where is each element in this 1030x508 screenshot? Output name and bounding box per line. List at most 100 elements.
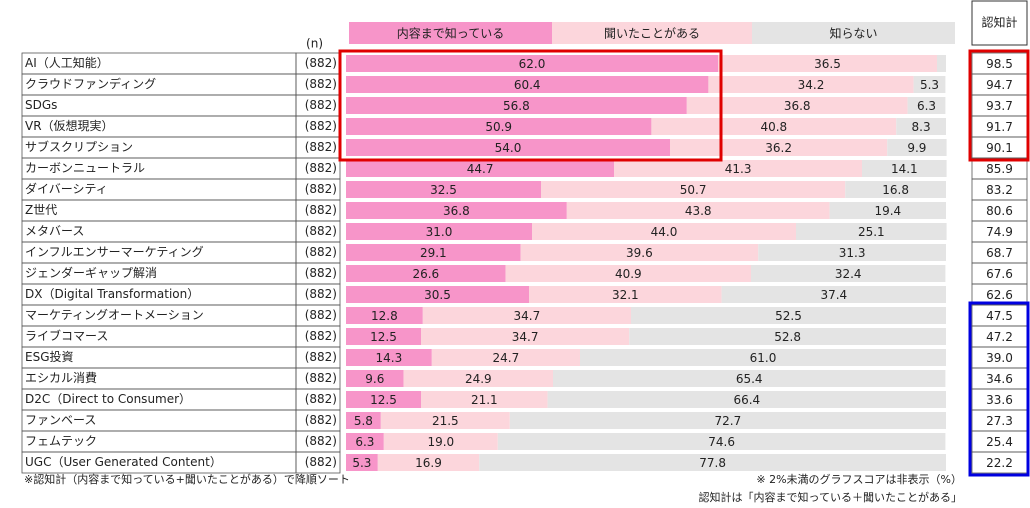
n-label: (882) [305, 203, 337, 217]
value-label: 21.5 [432, 414, 459, 428]
value-label: 61.0 [750, 351, 777, 365]
legend-swatch [752, 22, 955, 44]
n-label: (882) [305, 161, 337, 175]
value-label: 32.1 [612, 288, 639, 302]
n-label: (882) [305, 371, 337, 385]
bar-segment [346, 139, 670, 156]
awareness-value: 90.1 [986, 141, 1013, 155]
awareness-value: 74.9 [986, 225, 1013, 239]
value-label: 12.5 [370, 393, 397, 407]
bar-segment [937, 55, 946, 72]
bar-segment [532, 223, 796, 240]
value-label: 19.0 [427, 435, 454, 449]
awareness-value: 47.2 [986, 330, 1013, 344]
bar-segment [751, 265, 946, 282]
bar-segment [651, 118, 897, 135]
bar-segment [346, 244, 521, 261]
bar-segment [346, 454, 378, 471]
bar-segment [346, 286, 529, 303]
n-label: (882) [305, 287, 337, 301]
bar-segment [614, 160, 862, 177]
bar-segment [421, 391, 548, 408]
awareness-value: 47.5 [986, 309, 1013, 323]
legend-swatch [552, 22, 752, 44]
legend-swatch [349, 22, 552, 44]
value-label: 9.9 [907, 141, 926, 155]
value-label: 19.4 [874, 204, 901, 218]
highlight-box [338, 49, 723, 162]
bar-segment [708, 76, 914, 93]
value-label: 25.1 [858, 225, 885, 239]
value-label: 6.3 [355, 435, 374, 449]
value-label: 16.9 [415, 456, 442, 470]
category-label: UGC（User Generated Content） [25, 455, 222, 469]
bar-segment [796, 223, 947, 240]
value-label: 50.9 [485, 120, 512, 134]
bar-segment [346, 181, 541, 198]
awareness-value: 67.6 [986, 267, 1013, 281]
value-label: 54.0 [495, 141, 522, 155]
note: 認知計は「内容まで知っている＋聞いたことがある」 [699, 490, 962, 504]
value-label: 24.7 [493, 351, 520, 365]
category-label: AI（人工知能） [25, 56, 109, 70]
label-cell [21, 199, 297, 222]
value-label: 14.1 [891, 162, 918, 176]
category-label: マーケティングオートメーション [25, 308, 204, 322]
bar-segment [631, 307, 946, 324]
category-label: DX（Digital Transformation） [25, 287, 199, 301]
n-cell [295, 451, 341, 474]
bar-segment [479, 454, 946, 471]
category-label: クラウドファンディング [25, 76, 156, 91]
awareness-value: 85.9 [986, 162, 1013, 176]
category-label: ファンベース [25, 413, 96, 427]
value-label: 34.7 [512, 330, 539, 344]
value-label: 44.0 [651, 225, 678, 239]
value-label: 56.8 [503, 99, 530, 113]
category-label: Z世代 [25, 203, 57, 217]
value-label: 41.3 [725, 162, 752, 176]
bar-segment [346, 223, 532, 240]
label-cell [21, 94, 297, 117]
awareness-value: 33.6 [986, 393, 1013, 407]
n-label: (882) [305, 413, 337, 427]
n-label: (882) [305, 392, 337, 406]
value-label: 72.7 [715, 414, 742, 428]
bar-segment [346, 328, 421, 345]
legend-label: 内容まで知っている [397, 26, 504, 41]
bar-segment [346, 118, 652, 135]
value-label: 12.5 [370, 330, 397, 344]
awareness-value: 94.7 [986, 78, 1013, 92]
value-label: 62.0 [519, 57, 546, 71]
category-label: ジェンダーギャップ解消 [25, 265, 157, 280]
bar-segment [346, 265, 506, 282]
bar-segment [907, 97, 946, 114]
bar-segment [377, 454, 480, 471]
n-label: (882) [305, 434, 337, 448]
bar-segment [403, 370, 553, 387]
bar-segment [431, 349, 580, 366]
value-label: 74.6 [708, 435, 735, 449]
bar-segment [529, 286, 722, 303]
bar-segment [629, 328, 946, 345]
bar-segment [505, 265, 751, 282]
bar-segment [913, 76, 946, 93]
category-label: ESG投資 [25, 349, 74, 364]
bar-segment [686, 97, 908, 114]
awareness-value: 27.3 [986, 414, 1013, 428]
bar-segment [346, 76, 709, 93]
bar-segment [346, 412, 381, 429]
value-label: 66.4 [733, 393, 760, 407]
value-label: 26.6 [412, 267, 439, 281]
category-label: フェムテック [25, 434, 97, 448]
value-label: 37.4 [820, 288, 847, 302]
bar-segment [670, 139, 888, 156]
value-label: 31.0 [426, 225, 453, 239]
category-label: D2C（Direct to Consumer） [25, 392, 191, 406]
n-header: (n) [306, 37, 323, 51]
value-label: 36.5 [814, 57, 841, 71]
category-label: ライブコマース [25, 328, 108, 343]
n-label: (882) [305, 224, 337, 238]
value-label: 32.4 [835, 267, 862, 281]
bar-segment [346, 349, 432, 366]
bar-segment [346, 97, 687, 114]
